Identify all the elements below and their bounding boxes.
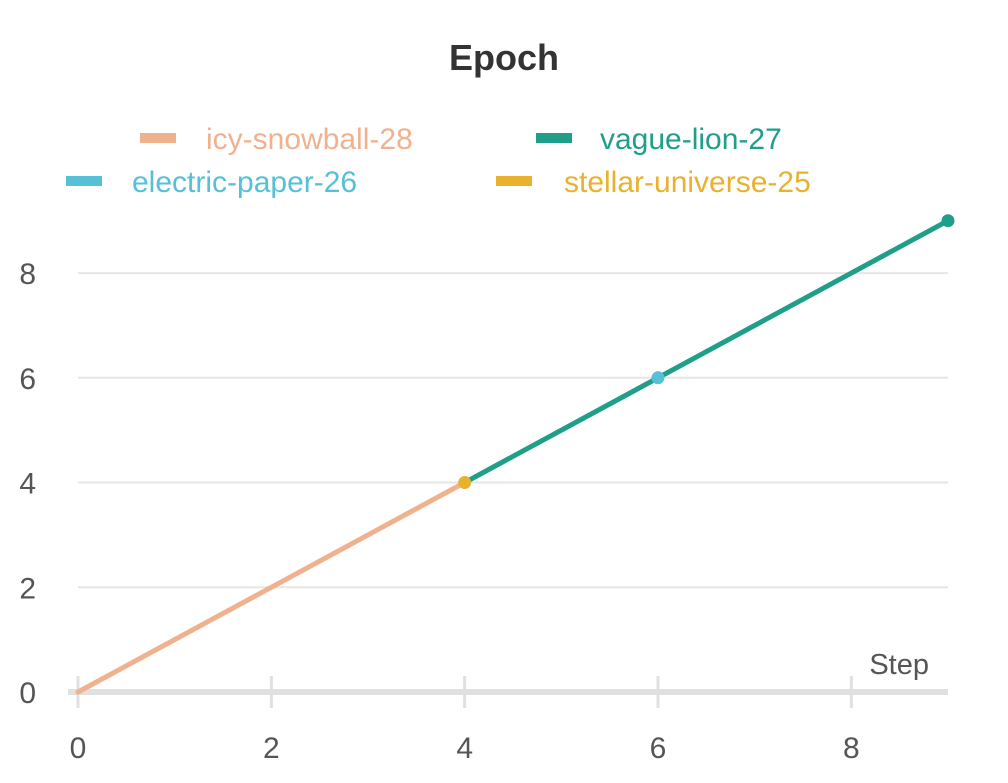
- legend-label-stellar-universe-25: stellar-universe-25: [564, 166, 811, 199]
- legend-label-vague-lion-27: vague-lion-27: [600, 123, 782, 156]
- series-point-electric-paper-26: [651, 371, 665, 385]
- legend-swatch-icy-snowball-28: [140, 133, 176, 143]
- x-tick-label: 6: [650, 732, 667, 765]
- chart-title: Epoch: [449, 37, 559, 78]
- legend-label-electric-paper-26: electric-paper-26: [132, 166, 357, 199]
- series-point-stellar-universe-25: [458, 476, 472, 490]
- x-tick-label: 4: [456, 732, 473, 765]
- x-axis-title: Step: [869, 649, 929, 681]
- y-tick-label: 8: [19, 258, 36, 291]
- legend: icy-snowball-28 vague-lion-27 electric-pap…: [66, 123, 811, 199]
- legend-swatch-stellar-universe-25: [496, 176, 532, 186]
- y-tick-label: 0: [19, 677, 36, 710]
- legend-swatch-vague-lion-27: [536, 133, 572, 143]
- series-line-icy-snowball-28: [75, 480, 468, 695]
- legend-label-icy-snowball-28: icy-snowball-28: [206, 123, 413, 156]
- y-axis: 0 2 4 6 8: [19, 258, 36, 710]
- x-axis: 0 2 4 6 8: [68, 676, 948, 765]
- y-tick-label: 4: [19, 468, 36, 501]
- y-tick-label: 6: [19, 363, 36, 396]
- series-point-vague-lion-27: [941, 214, 955, 228]
- x-tick-label: 0: [70, 732, 87, 765]
- grid: [78, 272, 948, 589]
- x-tick-label: 8: [843, 732, 860, 765]
- series-layer: [75, 214, 955, 695]
- y-tick-label: 2: [19, 572, 36, 605]
- legend-swatch-electric-paper-26: [66, 176, 102, 186]
- x-tick-label: 2: [263, 732, 280, 765]
- series-line-vague-lion-27: [462, 218, 951, 486]
